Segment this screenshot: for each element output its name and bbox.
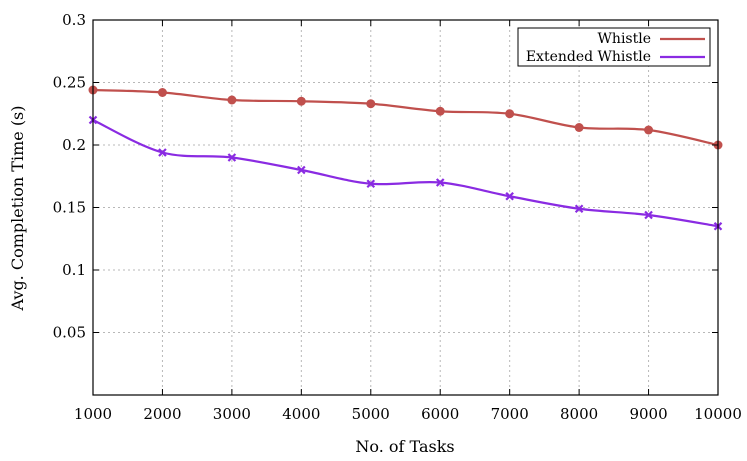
x-tick-label: 1000: [74, 405, 112, 423]
legend-label-extended-whistle: Extended Whistle: [526, 49, 651, 65]
x-tick-label: 6000: [421, 405, 459, 423]
data-point-whistle: [435, 106, 445, 116]
x-tick-label: 3000: [213, 405, 251, 423]
data-point-whistle: [227, 95, 237, 105]
series-extended-whistle: [88, 115, 723, 231]
legend-box: [517, 27, 711, 67]
data-point-stroke: [644, 210, 653, 220]
series-line-extended-whistle: [92, 119, 719, 228]
data-point-extended-whistle: [297, 165, 306, 175]
data-point-extended-whistle: [644, 210, 653, 220]
x-axis-title: No. of Tasks: [355, 437, 454, 456]
data-point-stroke: [574, 204, 584, 214]
data-point-extended-whistle: [435, 178, 445, 187]
series-layer: [88, 85, 723, 231]
legend-label-whistle: Whistle: [598, 31, 651, 47]
series-line-whistle: [92, 88, 719, 147]
y-tick-label: 0.2: [62, 136, 86, 154]
data-point-stroke: [158, 148, 167, 157]
data-point-stroke: [297, 165, 306, 175]
data-point-stroke: [435, 178, 445, 187]
series-whistle: [88, 85, 723, 150]
data-point-extended-whistle: [505, 191, 514, 201]
grid: [93, 19, 718, 395]
x-tick-label: 10000: [694, 405, 742, 423]
ticks: 0.05 0.1 0.15 0.2 0.25 0.3 1000 2000 3000 4000 500…: [53, 11, 742, 423]
data-point-stroke: [227, 153, 237, 162]
data-point-extended-whistle: [158, 148, 167, 157]
data-point-extended-whistle: [227, 153, 237, 162]
y-tick-label: 0.1: [62, 261, 86, 279]
y-tick-label: 0.15: [53, 199, 86, 217]
data-point-extended-whistle: [366, 179, 376, 189]
data-point-whistle: [296, 96, 306, 106]
x-tick-label: 9000: [629, 405, 667, 423]
data-point-whistle: [366, 99, 376, 109]
x-tick-label: 4000: [282, 405, 320, 423]
data-point-extended-whistle: [574, 204, 584, 214]
data-point-whistle: [574, 123, 584, 132]
data-point-whistle: [644, 125, 654, 135]
legend: Whistle Extended Whistle: [517, 27, 711, 67]
x-tick-label: 7000: [491, 405, 529, 423]
x-tick-label: 8000: [560, 405, 598, 423]
data-point-stroke: [366, 179, 376, 189]
y-tick-label: 0.25: [53, 74, 86, 92]
y-tick-label: 0.05: [53, 324, 86, 342]
data-point-whistle: [157, 88, 167, 97]
x-tick-label: 2000: [143, 405, 181, 423]
data-point-stroke: [505, 191, 514, 201]
data-point-whistle: [505, 109, 515, 119]
y-axis-title: Avg. Completion Time (s): [8, 105, 27, 311]
y-tick-label: 0.3: [62, 11, 86, 29]
x-tick-label: 5000: [352, 405, 390, 423]
